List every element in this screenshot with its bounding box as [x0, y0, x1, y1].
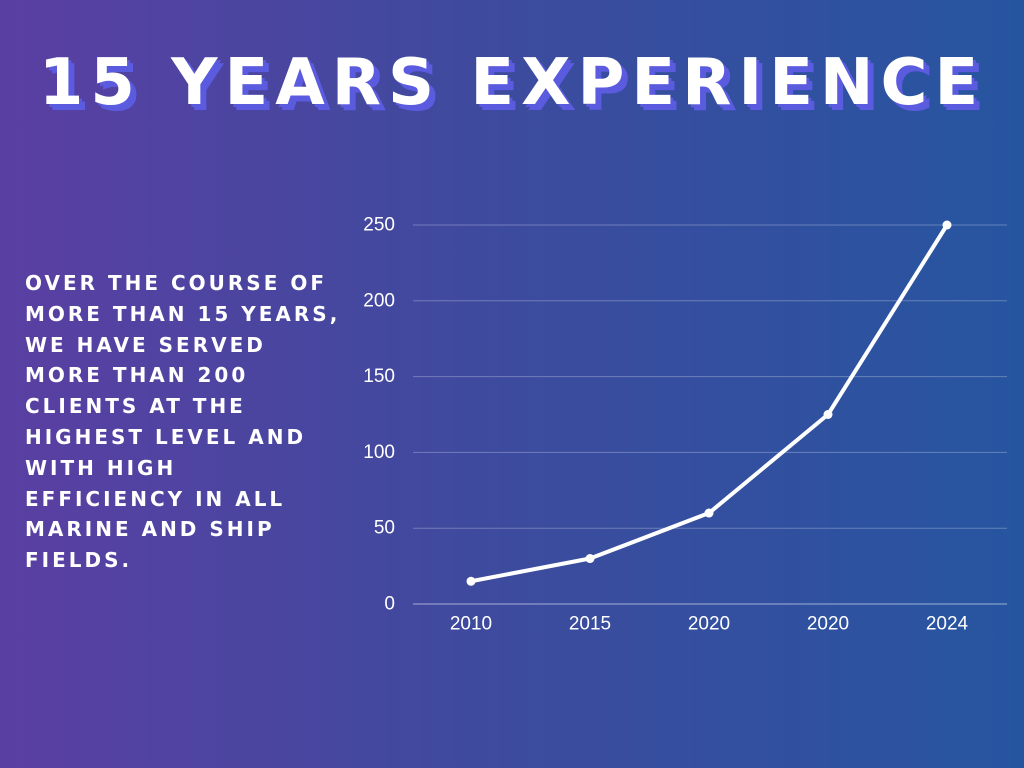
description-text: OVER THE COURSE OF MORE THAN 15 YEARS, W…	[25, 271, 341, 573]
gridlines	[413, 224, 1007, 605]
x-tick-label: 2015	[569, 614, 611, 635]
data-point	[704, 508, 714, 518]
series	[466, 220, 952, 586]
data-point	[585, 554, 595, 564]
x-axis: 2010 2015 2020 2020 2024	[450, 614, 969, 635]
y-tick-label: 0	[384, 594, 395, 615]
y-tick-label: 100	[363, 442, 395, 463]
x-tick-label: 2010	[450, 614, 492, 635]
y-tick-label: 250	[363, 215, 395, 236]
y-tick-label: 50	[374, 518, 395, 539]
y-axis: 0 50 100 150 200 250	[363, 215, 395, 615]
x-tick-label: 2020	[688, 614, 730, 635]
page-title: 15 YEARS EXPERIENCE	[38, 46, 986, 120]
data-point	[823, 410, 833, 419]
x-tick-label: 2020	[807, 614, 849, 635]
data-point	[466, 576, 476, 586]
y-tick-label: 200	[363, 290, 395, 311]
x-tick-label: 2024	[926, 614, 969, 635]
data-point	[942, 220, 952, 230]
y-tick-label: 150	[363, 366, 395, 387]
